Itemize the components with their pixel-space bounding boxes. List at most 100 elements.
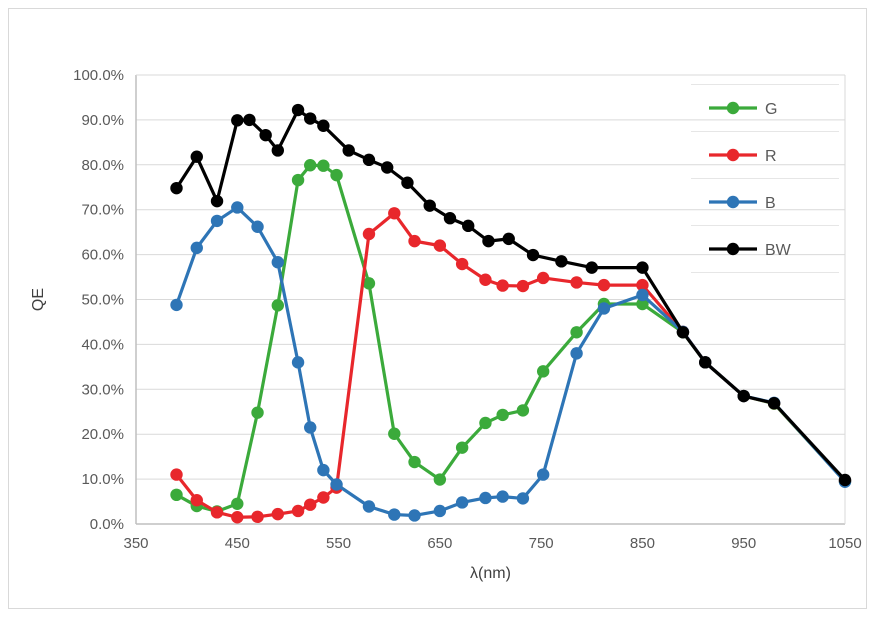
data-point-BW — [362, 153, 376, 167]
data-point-R — [516, 279, 530, 293]
data-point-G — [271, 299, 284, 312]
data-point-R — [496, 279, 509, 292]
x-tick-label: 850 — [630, 535, 655, 552]
y-axis-title: QE — [30, 288, 47, 311]
data-point-BW — [585, 261, 598, 274]
data-point-B — [433, 504, 447, 518]
legend-label-R: R — [765, 148, 777, 165]
data-point-BW — [243, 113, 256, 127]
legend-label-BW: BW — [765, 242, 792, 259]
data-point-BW — [304, 112, 317, 125]
data-point-R — [433, 239, 447, 252]
y-tick-label: 0.0% — [90, 516, 124, 533]
series-group — [170, 103, 852, 524]
data-point-G — [362, 277, 376, 290]
data-point-R — [636, 278, 649, 292]
legend-marker-G — [726, 101, 740, 115]
data-point-B — [536, 468, 550, 481]
data-point-BW — [482, 234, 495, 248]
data-point-BW — [636, 261, 649, 274]
y-tick-label: 90.0% — [81, 112, 124, 129]
data-point-B — [597, 302, 611, 315]
data-point-R — [170, 468, 183, 481]
x-tick-label: 450 — [225, 535, 250, 552]
y-tick-label: 100.0% — [73, 67, 124, 84]
y-tick-label: 10.0% — [81, 471, 124, 488]
qe-line-chart: 0.0% 10.0% 20.0% 30.0% 40.0% 50.0% 60.0% 70.0% 8… — [30, 67, 862, 582]
data-point-B — [251, 220, 264, 233]
series-line-BW — [174, 108, 847, 482]
data-point-BW — [259, 128, 272, 142]
data-point-B — [516, 492, 530, 505]
y-tick-label: 60.0% — [81, 247, 124, 264]
data-point-BW — [555, 255, 568, 268]
data-point-B — [291, 356, 305, 369]
legend-item-B[interactable]: B — [709, 195, 776, 212]
x-tick-label: 350 — [123, 535, 148, 552]
data-point-BW — [317, 119, 330, 132]
data-point-G — [388, 427, 401, 440]
legend-marker-R — [726, 148, 740, 162]
chart-frame: 0.0% 10.0% 20.0% 30.0% 40.0% 50.0% 60.0% 70.0% 8… — [8, 8, 867, 609]
data-point-B — [388, 508, 401, 521]
x-tick-label: 750 — [529, 535, 554, 552]
data-point-R — [190, 494, 203, 507]
data-point-R — [362, 227, 376, 241]
y-tick-label: 80.0% — [81, 157, 124, 174]
data-point-R — [210, 506, 224, 519]
legend-marker-BW — [726, 242, 740, 256]
data-point-BW — [526, 248, 540, 262]
data-point-G — [433, 473, 447, 486]
data-point-G — [408, 455, 421, 469]
legend-item-G[interactable]: G — [709, 101, 777, 118]
data-point-G — [455, 441, 469, 454]
y-tick-label: 40.0% — [81, 336, 124, 353]
data-point-B — [317, 463, 330, 477]
data-point-R — [231, 511, 244, 524]
data-point-G — [291, 173, 305, 187]
legend-label-B: B — [765, 195, 776, 212]
x-tick-label: 950 — [731, 535, 756, 552]
x-tick-label: 550 — [326, 535, 351, 552]
data-point-R — [455, 257, 469, 271]
legend-label-G: G — [765, 101, 777, 118]
x-axis-title: λ(nm) — [470, 565, 511, 582]
data-point-G — [536, 365, 550, 378]
data-point-G — [330, 168, 343, 182]
data-point-B — [479, 491, 492, 505]
y-tick-label: 50.0% — [81, 292, 124, 309]
data-point-R — [570, 276, 583, 289]
y-tick-label: 70.0% — [81, 202, 124, 219]
data-point-BW — [502, 232, 515, 246]
data-point-BW — [190, 150, 203, 163]
data-point-B — [231, 201, 244, 214]
data-point-BW — [676, 326, 690, 339]
y-tick-label: 20.0% — [81, 426, 124, 443]
data-point-BW — [210, 194, 224, 208]
data-point-R — [317, 491, 330, 504]
data-point-BW — [401, 176, 414, 189]
legend: G R B BW — [691, 84, 839, 273]
data-point-BW — [737, 389, 750, 403]
series-BW — [170, 103, 852, 487]
data-point-BW — [443, 212, 457, 225]
data-point-BW — [291, 103, 305, 117]
data-point-R — [388, 207, 401, 220]
data-point-B — [496, 490, 509, 503]
data-point-R — [408, 234, 421, 248]
data-point-G — [570, 326, 583, 339]
data-point-B — [271, 256, 284, 269]
data-point-G — [496, 408, 509, 422]
data-point-G — [479, 416, 492, 430]
x-tick-label: 1050 — [828, 535, 861, 552]
data-point-B — [362, 500, 376, 513]
legend-item-R[interactable]: R — [709, 148, 777, 165]
data-point-BW — [767, 397, 781, 410]
data-point-G — [636, 297, 649, 311]
data-point-B — [170, 298, 183, 312]
data-point-R — [597, 278, 611, 292]
data-point-G — [317, 159, 330, 172]
legend-item-BW[interactable]: BW — [709, 242, 792, 259]
data-point-B — [190, 241, 203, 255]
data-point-G — [251, 406, 264, 419]
